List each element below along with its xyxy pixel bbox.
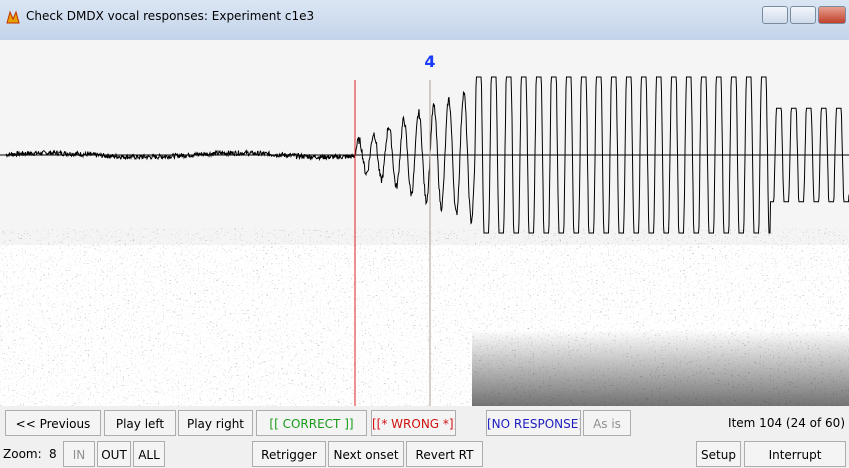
retrigger-button[interactable]: Retrigger: [252, 441, 326, 467]
next-onset-button[interactable]: Next onset: [328, 441, 404, 467]
correct-button[interactable]: [[ CORRECT ]]: [256, 410, 367, 436]
marker-label: 4: [424, 52, 435, 71]
maximize-button[interactable]: [790, 6, 816, 24]
item-status: Item 104 (24 of 60): [728, 416, 845, 430]
window-title: Check DMDX vocal responses: Experiment c…: [26, 9, 315, 23]
interrupt-button[interactable]: Interrupt: [744, 441, 846, 467]
zoom-value: 8: [49, 447, 57, 461]
wrong-button[interactable]: [[* WRONG *]]: [371, 410, 456, 436]
zoom-out-button[interactable]: OUT: [97, 441, 131, 467]
signal-view: 4: [0, 40, 849, 406]
zoom-all-button[interactable]: ALL: [133, 441, 165, 467]
play-right-button[interactable]: Play right: [178, 410, 253, 436]
minimize-button[interactable]: [762, 6, 788, 24]
setup-button[interactable]: Setup: [696, 441, 741, 467]
waveform: [5, 76, 849, 234]
play-left-button[interactable]: Play left: [104, 410, 176, 436]
title-bar: Check DMDX vocal responses: Experiment c…: [0, 0, 849, 40]
app-icon: [6, 10, 20, 24]
as-is-button[interactable]: As is: [583, 410, 631, 436]
close-button[interactable]: [818, 6, 846, 24]
revert-rt-button[interactable]: Revert RT: [406, 441, 483, 467]
no-response-button[interactable]: [NO RESPONSE]: [486, 410, 581, 436]
previous-button[interactable]: << Previous: [5, 410, 101, 436]
zoom-label: Zoom:: [3, 447, 42, 461]
spectrogram-energy: [472, 330, 849, 406]
zoom-in-button[interactable]: IN: [63, 441, 95, 467]
